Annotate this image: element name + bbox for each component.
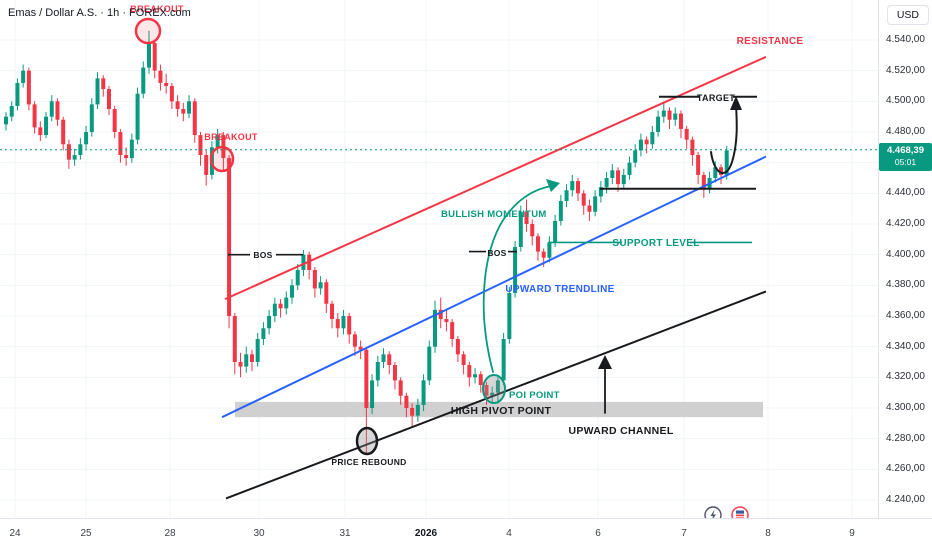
us-flag-event-icon[interactable] — [731, 506, 749, 518]
time-axis-label: 24 — [9, 528, 21, 539]
last-price-value: 4.468,39 — [887, 145, 924, 156]
last-price-badge: 4.468,39 05:01 — [879, 143, 932, 171]
price-axis-label: 4.380,00 — [886, 279, 925, 291]
price-axis-label: 4.360,00 — [886, 310, 925, 321]
chart-canvas[interactable]: BREAKOUT BREAKOUT RESISTANCE TARGET BOS … — [0, 0, 878, 518]
time-axis-label: 31 — [339, 528, 351, 539]
time-axis-label: 25 — [80, 528, 92, 539]
currency-button[interactable]: USD — [886, 5, 929, 25]
time-axis-label: 4 — [506, 528, 512, 539]
upward-channel-label: UPWARD CHANNEL — [568, 425, 673, 437]
price-axis[interactable]: 4.540,00 4.520,00 4.500,00 4.480,00 4.440,00… — [878, 0, 932, 518]
price-axis-label: 4.400,00 — [886, 248, 925, 260]
target-label: TARGET — [697, 93, 735, 103]
price-axis-label: 4.280,00 — [886, 432, 925, 444]
resistance-label: RESISTANCE — [737, 36, 804, 47]
bar-countdown: 05:01 — [894, 156, 917, 167]
poi-point-label: POI POINT — [509, 390, 560, 401]
time-axis-label: 28 — [164, 528, 176, 539]
price-axis-label: 4.500,00 — [886, 95, 925, 107]
bullish-momentum-label: BULLISH MOMENTUM — [441, 209, 547, 220]
price-axis-label: 4.520,00 — [886, 64, 925, 76]
price-axis-label: 4.300,00 — [886, 402, 925, 413]
price-axis-label: 4.240,00 — [886, 494, 925, 505]
breakout-top-label: BREAKOUT — [130, 4, 184, 14]
time-axis-label: 2026 — [414, 528, 438, 539]
breakout-mid-label: BREAKOUT — [204, 132, 258, 142]
lightning-event-icon[interactable] — [704, 506, 722, 518]
time-axis-label: 9 — [849, 528, 855, 539]
price-axis-label: 4.480,00 — [886, 126, 925, 137]
time-axis[interactable]: 24 25 28 30 31 2026 4 6 7 8 9 — [0, 518, 932, 550]
time-axis-label: 8 — [765, 528, 771, 539]
time-axis-label: 30 — [253, 528, 265, 539]
price-axis-label: 4.540,00 — [886, 34, 925, 45]
price-axis-label: 4.320,00 — [886, 371, 925, 383]
price-axis-label: 4.420,00 — [886, 218, 925, 229]
price-rebound-label: PRICE REBOUND — [331, 457, 406, 467]
bos2-label: BOS — [487, 248, 506, 258]
symbol-title: Emas / Dollar A.S. · 1h · FOREX.com — [8, 7, 191, 19]
chart-drawing-layer — [0, 0, 878, 518]
support-level-label: SUPPORT LEVEL — [612, 238, 699, 249]
upward-trendline-label: UPWARD TRENDLINE — [505, 284, 614, 295]
price-axis-label: 4.440,00 — [886, 187, 925, 199]
bos1-label: BOS — [253, 250, 272, 260]
time-axis-label: 7 — [681, 528, 687, 539]
time-axis-label: 6 — [595, 528, 601, 539]
high-pivot-point-label: HIGH PIVOT POINT — [451, 405, 552, 417]
price-axis-label: 4.340,00 — [886, 340, 925, 352]
price-axis-label: 4.260,00 — [886, 463, 925, 475]
